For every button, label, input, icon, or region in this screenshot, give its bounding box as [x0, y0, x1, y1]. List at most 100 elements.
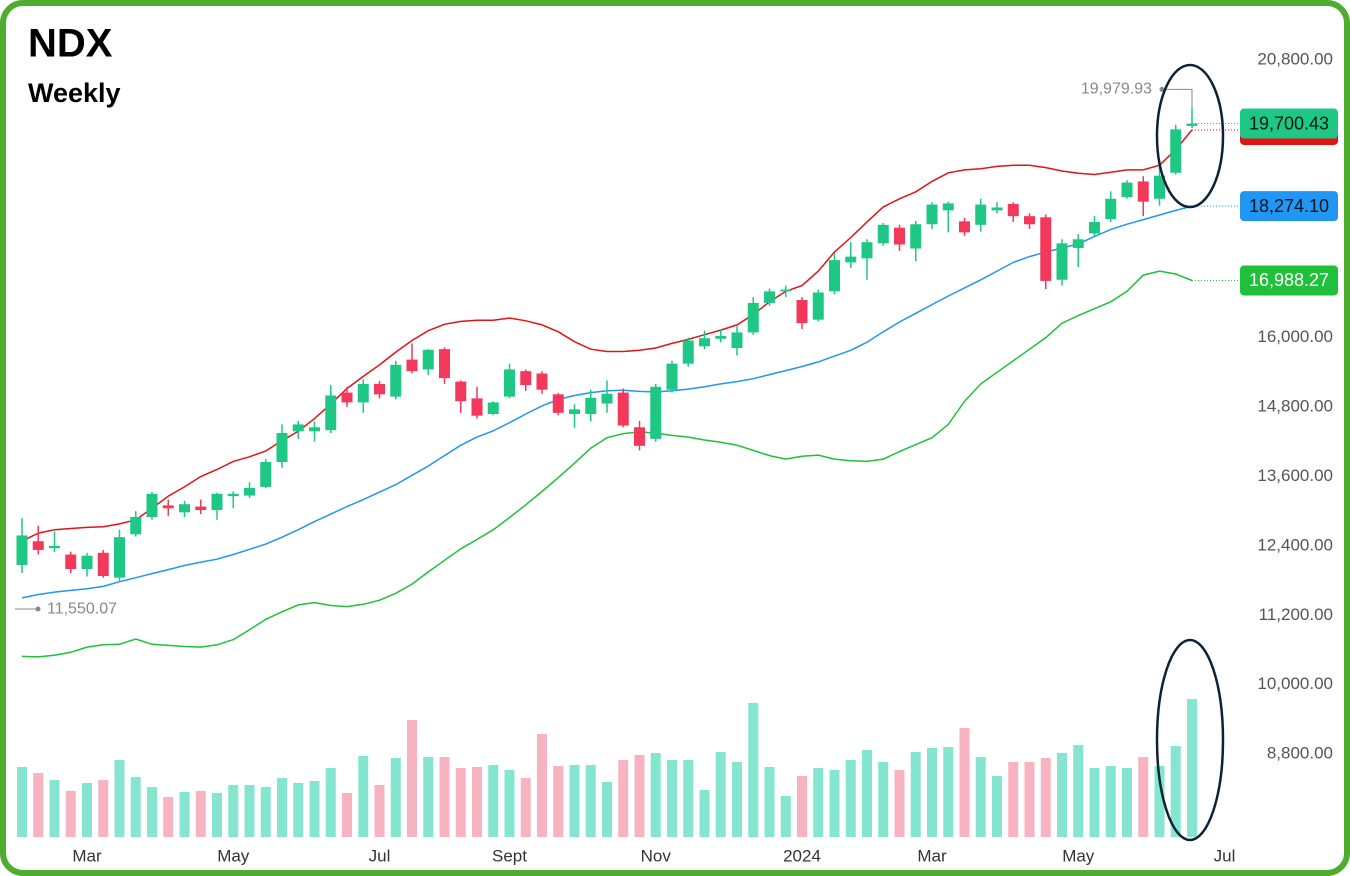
volume-bar — [878, 762, 889, 837]
candle-body — [455, 381, 467, 402]
candle-body — [211, 493, 223, 511]
volume-bar — [82, 783, 92, 837]
volume-bar — [179, 792, 190, 837]
candle-body — [244, 488, 255, 496]
volume-bar — [715, 752, 726, 837]
x-tick-label: 2024 — [783, 846, 821, 865]
candle-body — [195, 506, 207, 511]
candle-body — [682, 340, 694, 364]
volume-bar — [342, 793, 352, 837]
volume-bar — [748, 703, 759, 837]
volume-bar — [1138, 757, 1149, 837]
candle-body — [1121, 182, 1133, 198]
volume-bar — [228, 785, 239, 837]
y-tick-label: 14,800.00 — [1257, 397, 1333, 416]
candle-body — [877, 224, 889, 244]
candle-body — [227, 493, 239, 497]
volume-bar — [1057, 753, 1067, 837]
candle-body — [715, 335, 727, 339]
plot: 20,800.00 16,000.00 14,800.00 13,600.00 12,4… — [15, 49, 1338, 865]
candle-body — [1137, 181, 1149, 202]
volume-bar — [33, 773, 44, 837]
candle-body — [536, 373, 548, 390]
volume-bar — [797, 776, 807, 837]
candle-body — [390, 364, 402, 397]
volume-bar — [894, 770, 905, 837]
volume-bar — [780, 796, 791, 837]
candle-body — [341, 392, 353, 403]
volume-bar — [277, 778, 287, 837]
candle-body — [942, 203, 954, 211]
volume-bar — [569, 765, 580, 837]
candle-body — [650, 386, 662, 439]
volume-bar — [520, 778, 531, 837]
volume-bar — [407, 720, 417, 837]
candle-body — [357, 383, 369, 403]
volume-bar — [667, 760, 677, 837]
middle-band-box-label: 18,274.10 — [1249, 196, 1329, 216]
candle-body — [1040, 217, 1052, 281]
candle-body — [699, 338, 710, 347]
candle-body — [292, 424, 304, 432]
volume-bar — [1154, 766, 1165, 837]
middle-band-box — [1240, 191, 1338, 222]
volume-bar — [585, 765, 596, 837]
volume-bar — [390, 758, 401, 837]
y-tick-label: 10,000.00 — [1257, 674, 1333, 693]
candle-body — [617, 392, 629, 426]
x-tick-label: May — [217, 846, 250, 865]
y-tick-label: 16,000.00 — [1257, 327, 1333, 346]
candle-body — [1170, 129, 1182, 173]
candle-body — [81, 555, 93, 570]
volume-bar — [845, 760, 856, 837]
candle-body — [585, 397, 597, 414]
volume-bar — [910, 752, 921, 837]
band-line — [21, 129, 1193, 542]
candle-body — [926, 204, 938, 225]
chart-subtitle: Weekly — [28, 78, 121, 108]
candle-body — [910, 224, 922, 249]
volume-bar — [1073, 745, 1084, 837]
highlight-ellipse — [1155, 63, 1225, 209]
candle-body — [504, 369, 515, 397]
candle-body — [1186, 123, 1198, 126]
candle-body — [114, 537, 125, 578]
candle-body — [97, 552, 109, 576]
volume-bar — [829, 770, 840, 837]
candle-body — [991, 207, 1003, 211]
candle-body — [780, 289, 792, 292]
volume-bar — [163, 797, 174, 837]
candle-body — [747, 302, 759, 333]
x-tick-label: Mar — [72, 846, 102, 865]
candle-body — [276, 433, 288, 462]
candle-body — [471, 398, 483, 416]
candle-body — [731, 332, 743, 349]
volume-bar — [1105, 766, 1116, 837]
y-tick-label: 20,800.00 — [1257, 49, 1333, 68]
volume-bar — [1024, 762, 1035, 837]
x-tick-label: Jul — [1214, 846, 1236, 865]
x-tick-label: Nov — [641, 846, 672, 865]
candle-body — [861, 242, 873, 259]
volume-bar — [325, 768, 336, 837]
volume-bar — [813, 768, 824, 837]
volume-bar — [634, 755, 645, 837]
volume-bar — [17, 767, 27, 837]
volume-bar — [195, 791, 206, 837]
volume-bar — [455, 768, 466, 837]
candle-body — [406, 359, 418, 372]
candle-body — [796, 300, 808, 324]
candle-body — [65, 554, 77, 570]
candle-body — [374, 383, 385, 395]
volume-bar — [732, 762, 742, 837]
close-box-label: 19,700.43 — [1249, 113, 1329, 133]
lower-band-box-label: 16,988.27 — [1249, 270, 1329, 290]
volume-bar — [1040, 758, 1051, 837]
candle-body — [569, 409, 580, 414]
band-line — [21, 270, 1193, 658]
x-tick-label: Sept — [492, 846, 527, 865]
volume-bar — [423, 757, 434, 837]
volume-bar — [504, 770, 515, 837]
